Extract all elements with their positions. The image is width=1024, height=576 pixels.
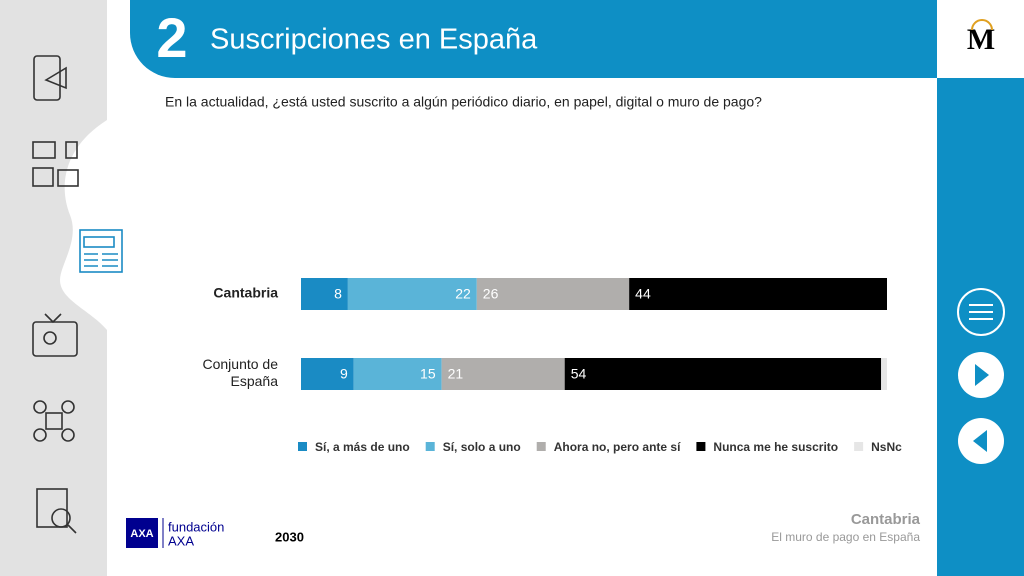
legend-label: NsNc (871, 440, 902, 454)
data-label: 26 (483, 286, 499, 302)
bar-segment (476, 278, 630, 310)
bar-segment (301, 278, 348, 310)
data-label: 9 (340, 366, 348, 382)
bar-segment (564, 358, 882, 390)
data-label: 44 (635, 286, 651, 302)
prev-icon (973, 430, 987, 452)
legend-swatch (425, 442, 435, 451)
year-logo: 2030 (275, 529, 304, 544)
data-label: 15 (420, 366, 436, 382)
footer-region: Cantabria (851, 511, 921, 528)
bar-segment (347, 278, 477, 310)
bar-segment (301, 358, 354, 390)
header-band (130, 0, 937, 78)
legend-label: Ahora no, pero ante sí (554, 440, 681, 454)
legend-swatch (696, 442, 706, 451)
legend-swatch (298, 442, 307, 451)
header-title: Suscripciones en España (210, 24, 538, 56)
category-label: Cantabria (213, 285, 278, 301)
bar-segment (353, 358, 442, 390)
category-label: Conjunto de España (202, 356, 278, 389)
logo-arc (971, 19, 993, 31)
footer-subtitle: El muro de pago en España (771, 530, 920, 544)
sidebar-icons (32, 55, 123, 534)
data-label: 21 (448, 366, 464, 382)
section-number: 2 (156, 6, 187, 69)
legend-label: Sí, a más de uno (315, 440, 410, 454)
question: En la actualidad, ¿está usted suscrito a… (165, 94, 762, 110)
sidebar-wave (60, 120, 107, 330)
logo-box (937, 0, 1024, 78)
data-label: 22 (455, 286, 471, 302)
legend-label: Sí, solo a uno (443, 440, 521, 454)
next-icon (975, 364, 989, 386)
sponsor-bottom: AXA (168, 533, 194, 548)
legend-label: Nunca me he suscrito (713, 440, 838, 454)
bar-segment (441, 358, 565, 390)
axa-box (126, 518, 158, 548)
bar-segment (629, 278, 887, 310)
right-band (937, 0, 1024, 576)
bar-segment (881, 358, 887, 390)
menu-icon (969, 304, 993, 320)
axa-mark: AXA (130, 528, 153, 540)
data-label: 8 (334, 286, 342, 302)
menu-button[interactable] (957, 288, 1005, 336)
legend-swatch (854, 442, 864, 451)
sponsor-top: fundación (168, 519, 224, 534)
legend-swatch (536, 442, 546, 451)
data-label: 54 (571, 366, 587, 382)
